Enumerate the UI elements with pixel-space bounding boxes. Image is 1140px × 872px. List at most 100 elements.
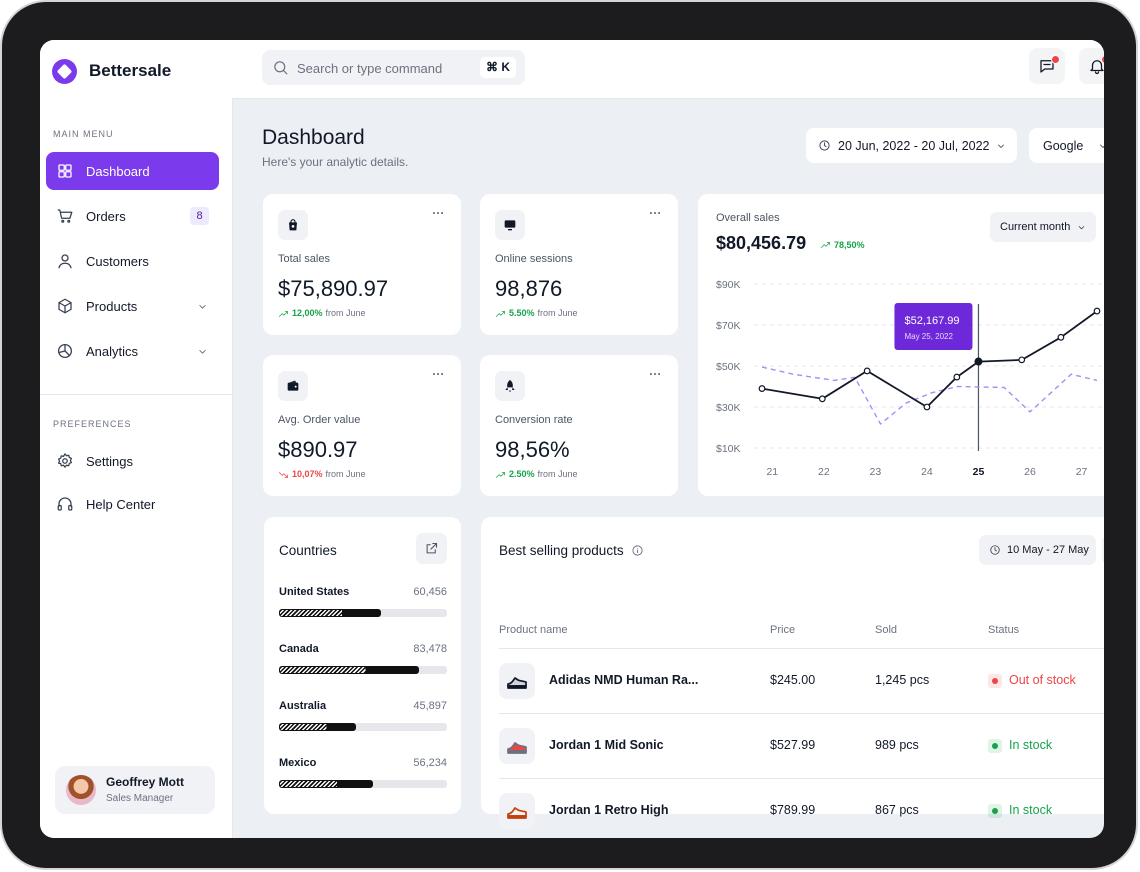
icon-part [441, 373, 444, 375]
icon [58, 254, 72, 269]
row-divider [499, 713, 1104, 714]
stat-label: Online sessions [495, 253, 573, 265]
y-tick-label: $90K [716, 279, 741, 291]
product-price: $245.00 [770, 673, 816, 687]
stat-label: Total sales [278, 253, 330, 265]
stat-change: 10,07% from June [278, 469, 458, 481]
page-title: Dashboard [262, 126, 365, 149]
column-header: Price [770, 624, 796, 636]
point-marker [818, 395, 826, 403]
icon-part [294, 385, 297, 388]
x-tick-label: 22 [818, 466, 830, 478]
icon-button[interactable] [1079, 48, 1104, 84]
icon-part [58, 171, 65, 178]
menu-item[interactable]: Customers [46, 242, 219, 280]
section-label: MAIN MENU [53, 129, 114, 139]
icon [57, 343, 73, 359]
menu-item[interactable]: Help Center [46, 485, 219, 523]
header-divider [499, 648, 1104, 649]
source-select[interactable]: Google [1029, 128, 1104, 163]
active-point [974, 357, 983, 366]
icon[interactable] [646, 367, 664, 381]
point-marker [1018, 356, 1026, 364]
product-sold: 989 pcs [875, 738, 919, 752]
menu-item[interactable]: Settings [46, 442, 219, 480]
menu-item[interactable]: Analytics [46, 332, 219, 370]
icon-part [62, 458, 68, 464]
bar-track [279, 723, 447, 731]
icon-part [824, 142, 827, 148]
icon-part [508, 229, 512, 231]
menu-item[interactable]: Dashboard [46, 152, 219, 190]
period-select[interactable]: Current month [990, 212, 1096, 242]
row-divider [499, 778, 1104, 779]
column-header: Product name [499, 624, 568, 636]
stat-change-suffix: from June [325, 469, 366, 479]
card-title: Best selling products [499, 543, 624, 558]
stat-change-value: 10,07% [292, 469, 323, 479]
screen: Bettersale MAIN MENU Dashboard Orders 8 Custo… [40, 40, 1104, 838]
icon [505, 380, 515, 392]
icon [495, 311, 506, 317]
stat-card: Online sessions 98,876 5.50% from June [480, 194, 678, 335]
icon-part [58, 164, 65, 171]
y-tick-label: $50K [716, 361, 741, 373]
search-box[interactable]: Search or type command ⌘ K [262, 50, 525, 85]
menu-item[interactable]: Orders 8 [46, 197, 219, 235]
icon-part [58, 262, 72, 269]
menu-item[interactable]: Products [46, 287, 219, 325]
stat-change-value: 5.50% [509, 308, 535, 318]
line-chart: $10K $30K $50K $70K $90K 21 22 23 24 25 26 27 $52,16… [716, 279, 1104, 478]
icon-part [199, 349, 206, 354]
country-value: 60,456 [413, 586, 447, 598]
tooltip-date: May 25, 2022 [904, 332, 953, 341]
open-button[interactable] [416, 533, 447, 564]
brand-name: Bettersale [89, 61, 172, 80]
icon[interactable] [429, 367, 447, 381]
icon [57, 209, 73, 223]
column-header: Sold [875, 624, 898, 636]
icon-part [61, 219, 65, 223]
icon[interactable] [646, 206, 664, 220]
stat-value: 98,56% [495, 437, 570, 462]
y-tick-label: $30K [716, 402, 741, 414]
country-value: 56,234 [413, 757, 447, 769]
stat-value: 98,876 [495, 276, 563, 301]
date-picker[interactable]: 20 Jun, 2022 - 20 Jul, 2022 [806, 128, 1017, 163]
icon-button[interactable] [1029, 48, 1065, 84]
product-status: Out of stock [1009, 673, 1076, 687]
filter-button[interactable] [1102, 535, 1104, 565]
icon-part [432, 373, 435, 375]
icon [820, 242, 831, 248]
icon-part [998, 144, 1004, 148]
series-line [761, 366, 1098, 425]
icon-part [507, 685, 527, 689]
user-card[interactable]: Geoffrey Mott Sales Manager [55, 766, 215, 814]
product-thumb [499, 793, 535, 829]
icon-part [649, 373, 652, 375]
icon-part [990, 545, 1000, 555]
menu-label: Analytics [86, 344, 139, 359]
icon[interactable] [429, 206, 447, 220]
source-label: Google [1043, 139, 1084, 153]
icon-part [61, 254, 69, 262]
icon-part [432, 212, 435, 214]
icon [278, 472, 289, 478]
icon-part [819, 140, 830, 151]
icon-part [654, 373, 656, 375]
stat-card: Conversion rate 98,56% 2.50% from June [480, 355, 678, 496]
tooltip-box [894, 303, 973, 350]
icon-part [1094, 71, 1100, 75]
menu-label: Customers [86, 254, 149, 269]
date-filter[interactable]: 10 May - 27 May [979, 535, 1096, 565]
product-sold: 1,245 pcs [875, 673, 930, 687]
stat-change: 12,00% from June [278, 308, 458, 320]
icon [1078, 226, 1085, 230]
y-tick-label: $10K [716, 443, 741, 455]
icon [57, 497, 73, 511]
stat-label: Conversion rate [495, 414, 573, 426]
icon-part [289, 380, 297, 383]
icon-part [441, 212, 444, 214]
icon [495, 472, 506, 478]
stat-change-row: 5.50% from June [509, 308, 578, 319]
